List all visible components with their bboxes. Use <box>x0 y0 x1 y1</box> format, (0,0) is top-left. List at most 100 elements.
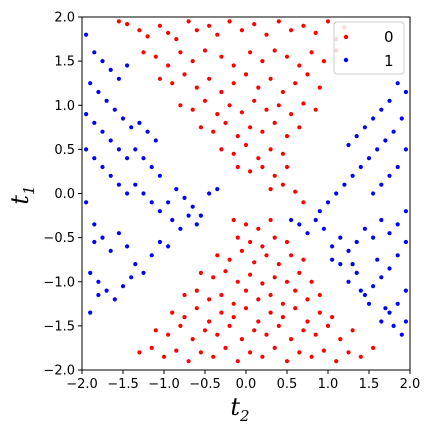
point-series-0-31 <box>260 59 265 64</box>
point-series-1-28 <box>108 173 113 178</box>
point-series-0-144 <box>190 337 195 342</box>
point-series-0-24 <box>166 63 171 68</box>
point-series-1-3 <box>108 67 113 72</box>
point-series-1-110 <box>362 292 367 298</box>
point-series-0-105 <box>198 270 203 275</box>
point-series-1-102 <box>305 231 310 236</box>
point-series-0-35 <box>309 50 314 55</box>
point-series-0-59 <box>264 107 269 112</box>
point-series-0-121 <box>256 297 261 302</box>
point-series-0-27 <box>202 48 208 53</box>
y-tick-label: 2.0 <box>54 11 75 26</box>
point-series-0-30 <box>248 50 253 55</box>
point-series-0-172 <box>309 354 314 359</box>
point-series-1-33 <box>149 200 154 205</box>
point-series-1-23 <box>149 164 154 170</box>
point-series-0-89 <box>243 222 249 227</box>
point-series-0-86 <box>293 189 298 194</box>
point-series-1-117 <box>387 310 392 315</box>
point-series-0-66 <box>223 120 228 125</box>
legend-marker-1 <box>343 57 349 63</box>
point-series-0-114 <box>309 279 314 284</box>
point-series-0-141 <box>153 328 158 333</box>
point-series-0-113 <box>297 270 302 275</box>
point-series-0-165 <box>223 345 228 350</box>
point-series-0-57 <box>239 110 244 115</box>
point-series-1-91 <box>395 222 400 227</box>
point-series-0-51 <box>317 85 322 90</box>
point-series-1-37 <box>182 195 187 200</box>
point-series-1-74 <box>399 116 404 121</box>
point-series-1-111 <box>354 270 359 275</box>
x-tick-label: 2.0 <box>400 377 421 392</box>
point-series-0-158 <box>137 350 142 355</box>
point-series-0-62 <box>301 101 306 106</box>
point-series-0-107 <box>223 269 228 274</box>
point-series-1-90 <box>403 209 408 214</box>
point-series-1-71 <box>362 125 367 130</box>
point-series-1-106 <box>395 253 400 258</box>
point-series-0-87 <box>301 200 306 205</box>
point-series-0-72 <box>297 125 302 130</box>
point-series-0-74 <box>231 151 236 156</box>
point-series-1-14 <box>153 138 158 143</box>
point-series-0-174 <box>334 359 339 364</box>
point-series-0-142 <box>166 332 171 337</box>
point-series-0-102 <box>276 262 281 267</box>
point-series-0-48 <box>280 89 285 95</box>
point-series-1-54 <box>149 253 154 258</box>
point-series-1-21 <box>133 147 138 152</box>
point-series-0-154 <box>313 332 318 337</box>
point-series-0-101 <box>264 253 269 258</box>
point-series-1-63 <box>88 310 93 315</box>
point-series-0-132 <box>231 315 236 320</box>
point-series-0-40 <box>182 72 187 77</box>
point-series-0-170 <box>284 359 290 364</box>
point-series-1-115 <box>403 288 408 293</box>
point-series-1-121 <box>391 323 396 328</box>
point-series-1-8 <box>104 98 109 103</box>
point-series-0-92 <box>235 235 240 240</box>
point-series-1-103 <box>297 222 302 227</box>
point-series-1-76 <box>383 138 388 143</box>
point-series-0-16 <box>289 28 294 33</box>
point-series-0-129 <box>194 306 199 311</box>
point-series-1-99 <box>330 244 335 249</box>
point-series-0-50 <box>305 72 310 77</box>
point-series-0-12 <box>239 28 244 33</box>
point-series-0-98 <box>227 257 232 262</box>
point-series-1-24 <box>157 173 162 178</box>
point-series-0-96 <box>284 239 290 245</box>
point-series-1-13 <box>145 129 150 134</box>
point-series-0-65 <box>211 129 216 134</box>
point-series-0-63 <box>313 107 318 112</box>
point-series-1-2 <box>100 59 105 64</box>
point-series-0-135 <box>268 310 273 315</box>
point-series-1-65 <box>92 239 97 245</box>
x-tick-label: 1.0 <box>318 377 339 392</box>
y-tick-label: −1.0 <box>43 275 75 290</box>
point-series-0-138 <box>305 319 310 324</box>
point-series-1-60 <box>112 297 117 302</box>
point-series-1-48 <box>100 235 105 240</box>
point-series-0-25 <box>178 50 183 55</box>
point-series-1-41 <box>215 187 220 192</box>
x-tick-label: −0.5 <box>189 377 221 392</box>
point-series-1-16 <box>92 120 97 125</box>
point-series-0-148 <box>239 337 244 342</box>
point-series-0-46 <box>256 85 261 90</box>
point-series-0-70 <box>272 120 277 125</box>
point-series-0-137 <box>293 306 298 311</box>
y-axis-ticks: −2.0 −1.5 −1.0 −0.5 0.0 0.5 1.0 1.5 2.0 <box>43 11 82 379</box>
point-series-0-33 <box>284 54 290 59</box>
point-series-1-42 <box>170 217 175 223</box>
point-series-1-43 <box>178 226 183 231</box>
point-series-0-67 <box>235 134 240 139</box>
point-series-0-171 <box>297 350 302 355</box>
point-series-1-122 <box>383 306 388 311</box>
point-series-0-110 <box>260 281 265 286</box>
point-series-0-159 <box>149 345 154 350</box>
point-series-1-17 <box>100 129 105 134</box>
point-series-0-8 <box>194 28 199 33</box>
y-tick-label: 0.0 <box>54 187 75 202</box>
